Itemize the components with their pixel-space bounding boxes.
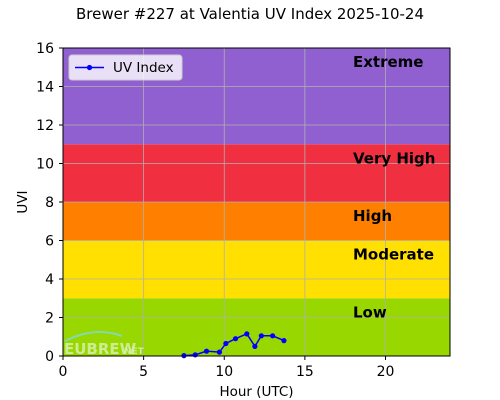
band-label-extreme: Extreme: [353, 53, 423, 71]
y-tick-label: 2: [45, 311, 54, 327]
y-tick-label: 6: [45, 234, 54, 250]
band-labels: Low Moderate High Very High Extreme: [353, 53, 435, 321]
chart-title: Brewer #227 at Valentia UV Index 2025-10…: [75, 5, 425, 23]
x-tick-label: 5: [139, 364, 148, 380]
band-label-low: Low: [353, 303, 387, 321]
legend-box: [68, 54, 183, 81]
uv-index-point: [252, 343, 258, 349]
band-label-very-high: Very High: [353, 149, 435, 167]
uv-index-point: [258, 333, 264, 339]
band-label-moderate: Moderate: [353, 246, 434, 264]
watermark-suffix: NET: [124, 347, 145, 357]
y-tick-label: 12: [36, 118, 54, 134]
watermark-text: EUBREW: [64, 340, 137, 358]
uv-index-point: [216, 349, 223, 355]
uv-index-point: [244, 331, 250, 337]
y-tick-label: 16: [36, 41, 54, 57]
uv-index-point: [270, 333, 276, 339]
x-axis-label: Hour (UTC): [219, 384, 293, 400]
uv-index-point: [281, 338, 287, 344]
y-tick-label: 0: [45, 349, 54, 365]
legend-marker: [86, 64, 93, 71]
y-tick-label: 8: [45, 195, 54, 211]
watermark-arc: [64, 331, 123, 342]
uv-index-point: [203, 348, 210, 354]
legend-label: UV Index: [113, 60, 174, 76]
x-tick-label: 15: [296, 364, 314, 380]
axis-ticks: 0 5 10 15 20 0 2 4 6 8 10 12 14 16: [36, 41, 394, 380]
x-tick-label: 0: [59, 364, 68, 380]
y-tick-label: 14: [36, 80, 54, 96]
x-tick-label: 20: [377, 364, 395, 380]
uv-index-point: [223, 340, 229, 347]
uv-index-point: [232, 336, 239, 342]
y-tick-label: 10: [36, 157, 54, 173]
x-tick-label: 10: [215, 364, 233, 380]
y-axis-label: UVI: [15, 190, 31, 213]
legend: UV Index: [68, 54, 183, 81]
band-label-high: High: [353, 207, 392, 225]
uv-index-point: [192, 352, 198, 358]
y-tick-label: 4: [45, 272, 54, 288]
